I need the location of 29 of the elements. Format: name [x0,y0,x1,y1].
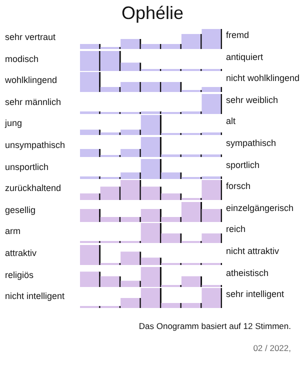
y-axis-title: sehr männlich [5,96,62,107]
y-axis-title: attraktiv [5,248,37,258]
y2-axis-title: sehr intelligent [226,289,284,300]
text: Das Onogramm basiert auf 12 Stimmen. [138,320,291,331]
y-axis-title: gesellig [5,204,36,215]
y2-axis-title: reich [226,224,246,234]
text: 02 / 2022, [252,342,291,353]
y-axis-title: arm [5,226,20,236]
y-axis-title: wohlklingend [5,75,58,86]
y2-axis-title: sportlich [226,160,260,170]
y2-axis-title: sympathisch [226,138,276,148]
y-axis-title: zurückhaltend [5,183,62,194]
y2-axis-title: fremd [226,30,250,40]
y2-axis-title: forsch [226,181,251,192]
y-axis-title: nicht intelligent [5,291,65,302]
y-axis-title: jung [5,118,22,128]
y2-axis-title: antiquiert [226,52,264,62]
y2-axis-title: nicht attraktiv [226,246,280,256]
y-axis-title: unsympathisch [5,140,66,150]
y2-axis-title: alt [226,116,236,126]
y-axis-title: modisch [5,54,39,64]
y-axis-title: sehr vertraut [5,32,56,42]
y2-axis-title: sehr weiblich [226,94,278,105]
y2-axis-title: einzelgängerisch [226,202,294,213]
y2-axis-title: atheistisch [226,268,269,278]
y-axis-title: religiös [5,270,34,280]
y-axis-title: unsportlich [5,162,49,172]
chart-title: Ophélie [120,2,185,25]
y2-axis-title: nicht wohlklingend [226,73,300,84]
